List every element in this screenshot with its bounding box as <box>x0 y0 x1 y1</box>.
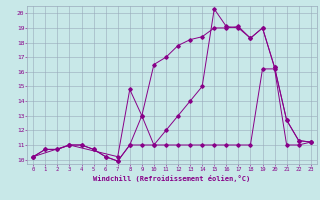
X-axis label: Windchill (Refroidissement éolien,°C): Windchill (Refroidissement éolien,°C) <box>93 175 251 182</box>
